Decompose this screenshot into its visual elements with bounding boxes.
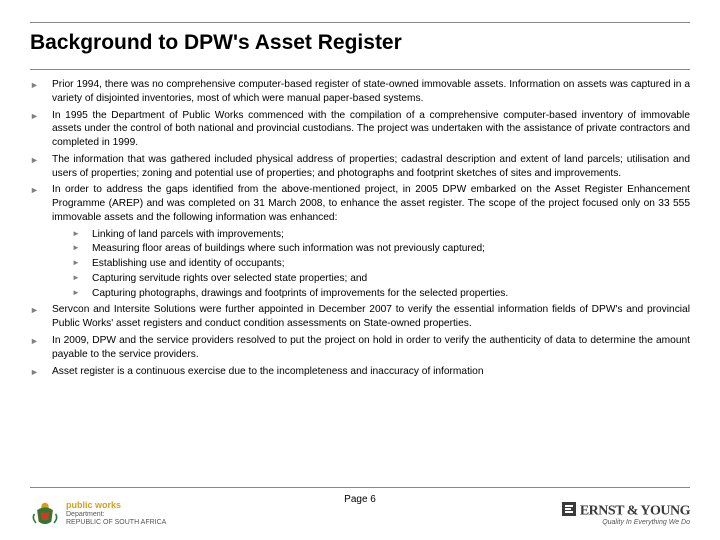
bullet-text: In order to address the gaps identified … <box>52 183 690 224</box>
triangle-icon: ► <box>72 272 92 286</box>
triangle-icon: ► <box>30 153 52 181</box>
bullet-item: ► In order to address the gaps identifie… <box>30 183 690 224</box>
bullet-text: Asset register is a continuous exercise … <box>52 365 690 379</box>
bullet-item: ► In 2009, DPW and the service providers… <box>30 334 690 362</box>
sub-bullet-text: Measuring floor areas of buildings where… <box>92 242 690 256</box>
sub-bullet-item: ► Capturing servitude rights over select… <box>72 272 690 286</box>
sub-bullet-item: ► Establishing use and identity of occup… <box>72 257 690 271</box>
bullet-text: Servcon and Intersite Solutions were fur… <box>52 303 690 331</box>
bullet-item: ► Servcon and Intersite Solutions were f… <box>30 303 690 331</box>
dept-name: public works <box>66 501 166 511</box>
slide: Background to DPW's Asset Register ► Pri… <box>0 0 720 540</box>
bullet-text: Prior 1994, there was no comprehensive c… <box>52 78 690 106</box>
bullet-text: In 1995 the Department of Public Works c… <box>52 109 690 150</box>
bullet-item: ► The information that was gathered incl… <box>30 153 690 181</box>
page-number: Page 6 <box>344 494 376 505</box>
bullet-text: In 2009, DPW and the service providers r… <box>52 334 690 362</box>
footer-logo-left: public works Department: REPUBLIC OF SOU… <box>30 499 166 529</box>
dept-line3: REPUBLIC OF SOUTH AFRICA <box>66 519 166 527</box>
triangle-icon: ► <box>72 257 92 271</box>
bullet-item: ► Prior 1994, there was no comprehensive… <box>30 78 690 106</box>
bullet-item: ► In 1995 the Department of Public Works… <box>30 109 690 150</box>
bullet-item: ► Asset register is a continuous exercis… <box>30 365 690 379</box>
triangle-icon: ► <box>72 287 92 301</box>
coat-of-arms-icon <box>30 499 60 529</box>
footer: public works Department: REPUBLIC OF SOU… <box>30 488 690 540</box>
triangle-icon: ► <box>72 242 92 256</box>
title-rule-bottom <box>30 69 690 70</box>
triangle-icon: ► <box>30 183 52 224</box>
bullet-text: The information that was gathered includ… <box>52 153 690 181</box>
content-area: ► Prior 1994, there was no comprehensive… <box>30 78 690 483</box>
dept-label: public works Department: REPUBLIC OF SOU… <box>66 501 166 526</box>
ey-square-icon <box>562 502 576 521</box>
ey-name-text: ERNST & YOUNG <box>580 504 690 519</box>
title-rule-top <box>30 22 690 23</box>
sub-list: ► Linking of land parcels with improveme… <box>72 228 690 301</box>
sub-bullet-text: Linking of land parcels with improvement… <box>92 228 690 242</box>
sub-bullet-item: ► Measuring floor areas of buildings whe… <box>72 242 690 256</box>
triangle-icon: ► <box>30 109 52 150</box>
triangle-icon: ► <box>30 365 52 379</box>
sub-bullet-text: Capturing servitude rights over selected… <box>92 272 690 286</box>
triangle-icon: ► <box>30 334 52 362</box>
triangle-icon: ► <box>30 78 52 106</box>
triangle-icon: ► <box>72 228 92 242</box>
slide-title: Background to DPW's Asset Register <box>30 31 690 55</box>
dept-line1: Department: <box>66 511 166 519</box>
sub-bullet-item: ► Linking of land parcels with improveme… <box>72 228 690 242</box>
sub-bullet-text: Capturing photographs, drawings and foot… <box>92 287 690 301</box>
footer-logo-right: ERNST & YOUNG Quality In Everything We D… <box>562 502 690 526</box>
sub-bullet-item: ► Capturing photographs, drawings and fo… <box>72 287 690 301</box>
triangle-icon: ► <box>30 303 52 331</box>
sub-bullet-text: Establishing use and identity of occupan… <box>92 257 690 271</box>
